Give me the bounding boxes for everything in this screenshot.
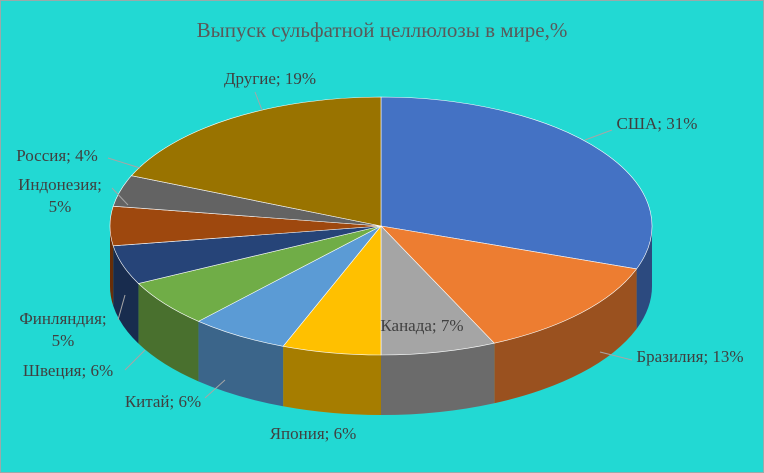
leader-line xyxy=(107,157,141,169)
slice-side xyxy=(138,283,199,382)
slice xyxy=(380,96,653,270)
slice-side-shade xyxy=(283,346,381,415)
slice xyxy=(380,225,638,344)
data-label-line: 5% xyxy=(49,197,72,216)
slice xyxy=(130,96,382,227)
slice-side-shade xyxy=(381,343,495,415)
data-label: Швеция; 6% xyxy=(23,361,113,380)
data-label: Россия; 4% xyxy=(16,146,98,165)
data-label: Другие; 19% xyxy=(224,69,316,88)
data-label: Китай; 6% xyxy=(125,392,201,411)
slice-side-shade xyxy=(636,226,652,329)
chart-title: Выпуск сульфатной целлюлозы в мире,% xyxy=(197,18,568,42)
leader-line xyxy=(599,351,633,361)
data-label: Канада; 7% xyxy=(380,316,463,335)
slice-side xyxy=(381,343,495,415)
leader-line xyxy=(204,379,226,399)
slice-side xyxy=(636,226,652,329)
data-label-line: Индонезия; xyxy=(18,175,102,194)
leader-line xyxy=(117,294,126,321)
data-label-line: 5% xyxy=(52,331,75,350)
data-label: Финляндия; 5% xyxy=(19,309,106,350)
data-label: Япония; 6% xyxy=(270,424,357,443)
data-label: США; 31% xyxy=(617,114,698,133)
slice-side-shade xyxy=(138,283,199,382)
leader-line xyxy=(254,91,263,111)
data-label: Индонезия; 5% xyxy=(18,175,102,216)
slice-side xyxy=(283,346,381,415)
leader-line xyxy=(584,129,613,141)
slice-side xyxy=(494,268,637,404)
leader-line xyxy=(124,349,146,371)
data-label-line: Финляндия; xyxy=(19,309,106,328)
slice-side-shade xyxy=(494,268,637,404)
data-label: Бразилия; 13% xyxy=(636,347,743,366)
slice-side xyxy=(110,226,114,306)
slice-side-shade xyxy=(113,245,139,344)
leader-line xyxy=(111,187,129,206)
slice-side-shade xyxy=(110,226,114,306)
slice-side xyxy=(113,245,139,344)
slice xyxy=(380,225,495,356)
